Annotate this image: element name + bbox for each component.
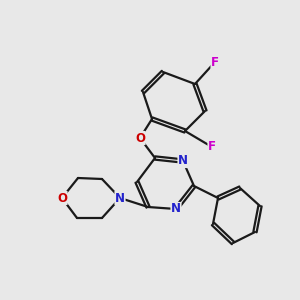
Text: O: O	[57, 191, 67, 205]
Text: N: N	[178, 154, 188, 167]
Text: F: F	[208, 140, 216, 154]
Text: N: N	[171, 202, 181, 215]
Text: N: N	[115, 191, 125, 205]
Text: O: O	[135, 131, 145, 145]
Text: F: F	[211, 56, 219, 68]
